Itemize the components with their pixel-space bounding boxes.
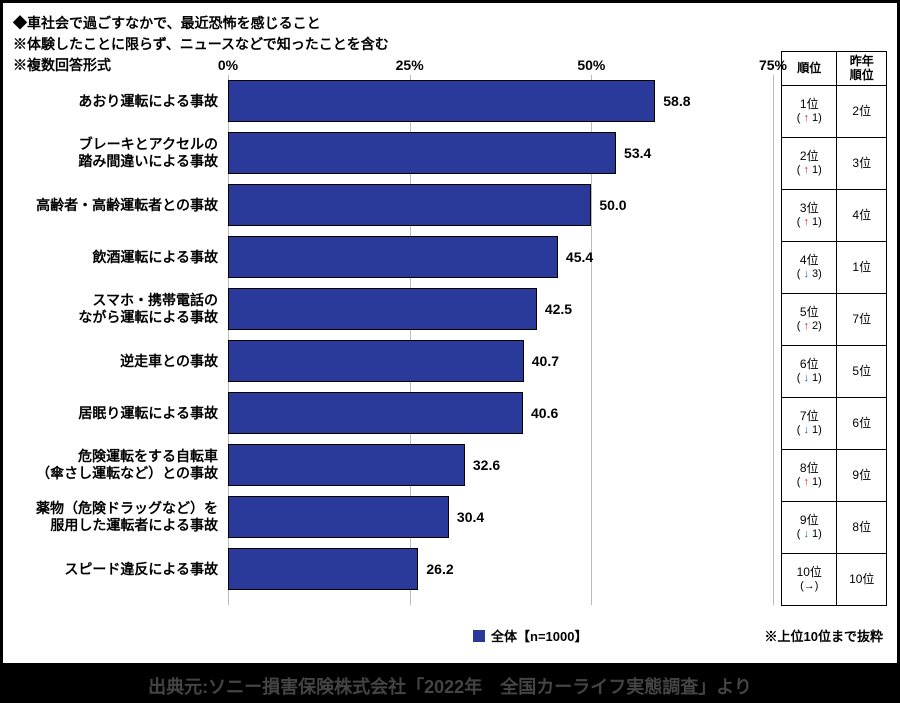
rank-prev-cell: 8位 [837,501,887,553]
bar [228,132,616,174]
bar [228,288,537,330]
rank-row: 6位( ↓ 1)5位 [782,345,887,397]
bar-value-label: 30.4 [457,509,484,525]
bar [228,392,523,434]
category-label: あおり運転による事故 [3,93,223,110]
rank-header-current: 順位 [782,52,837,86]
bar-value-label: 40.6 [531,405,558,421]
rank-prev-cell: 6位 [837,397,887,449]
chart-frame: ◆車社会で過ごすなかで、最近恐怖を感じること ※体験したことに限らず、ニュースな… [3,3,897,663]
category-label: 高齢者・高齢運転者との事故 [3,197,223,214]
bar [228,80,655,122]
legend-swatch [473,630,485,642]
x-tick-label: 0% [218,57,238,73]
rank-row: 10位(→)10位 [782,553,887,605]
category-label: 薬物（危険ドラッグなど）を服用した運転者による事故 [3,500,223,534]
rank-prev-cell: 4位 [837,189,887,241]
footnote: ※上位10位まで抜粋 [765,626,883,645]
rank-row: 1位( ↑ 1)2位 [782,85,887,137]
rank-current-cell: 8位( ↑ 1) [782,449,837,501]
category-label: 危険運転をする自転車（傘さし運転など）との事故 [3,448,223,482]
rank-prev-cell: 5位 [837,345,887,397]
rank-prev-cell: 2位 [837,85,887,137]
rank-row: 5位( ↑ 2)7位 [782,293,887,345]
bar [228,496,449,538]
bar [228,236,558,278]
rank-current-cell: 3位( ↑ 1) [782,189,837,241]
category-label: ブレーキとアクセルの踏み間違いによる事故 [3,136,223,170]
rank-table: 順位 昨年順位 1位( ↑ 1)2位2位( ↑ 1)3位3位( ↑ 1)4位4位… [781,51,887,606]
rank-current-cell: 4位( ↓ 3) [782,241,837,293]
bar-value-label: 40.7 [532,353,559,369]
rank-row: 7位( ↓ 1)6位 [782,397,887,449]
bar [228,340,524,382]
rank-prev-cell: 10位 [837,553,887,605]
bar-value-label: 32.6 [473,457,500,473]
chart-title-block: ◆車社会で過ごすなかで、最近恐怖を感じること ※体験したことに限らず、ニュースな… [13,13,389,76]
title-line-3: ※複数回答形式 [13,55,389,76]
rank-current-cell: 2位( ↑ 1) [782,137,837,189]
rank-prev-cell: 3位 [837,137,887,189]
grid-line [773,75,774,605]
category-label: 飲酒運転による事故 [3,249,223,266]
rank-prev-cell: 9位 [837,449,887,501]
category-label: スマホ・携帯電話のながら運転による事故 [3,292,223,326]
legend: 全体【n=1000】 [473,626,587,645]
title-line-2: ※体験したことに限らず、ニュースなどで知ったことを含む [13,34,389,55]
rank-current-cell: 10位(→) [782,553,837,605]
source-line: 出典元:ソニー損害保険株式会社「2022年 全国カーライフ実態調査」より [0,673,900,699]
rank-current-cell: 7位( ↓ 1) [782,397,837,449]
category-label: 居眠り運転による事故 [3,405,223,422]
bar-value-label: 58.8 [663,93,690,109]
category-label: スピード違反による事故 [3,561,223,578]
chart-area: 0%25%50%75%58.853.450.045.442.540.740.63… [228,75,773,610]
bar [228,548,418,590]
rank-prev-cell: 1位 [837,241,887,293]
rank-row: 8位( ↑ 1)9位 [782,449,887,501]
rank-row: 3位( ↑ 1)4位 [782,189,887,241]
rank-row: 4位( ↓ 3)1位 [782,241,887,293]
rank-prev-cell: 7位 [837,293,887,345]
bar [228,444,465,486]
bar-value-label: 45.4 [566,249,593,265]
bar-value-label: 42.5 [545,301,572,317]
rank-current-cell: 5位( ↑ 2) [782,293,837,345]
bar [228,184,591,226]
x-tick-label: 50% [577,57,605,73]
title-line-1: ◆車社会で過ごすなかで、最近恐怖を感じること [13,13,389,34]
bar-value-label: 53.4 [624,145,651,161]
rank-current-cell: 1位( ↑ 1) [782,85,837,137]
rank-row: 2位( ↑ 1)3位 [782,137,887,189]
rank-header-prev: 昨年順位 [837,52,887,86]
rank-current-cell: 9位( ↓ 1) [782,501,837,553]
rank-row: 9位( ↓ 1)8位 [782,501,887,553]
rank-current-cell: 6位( ↓ 1) [782,345,837,397]
bar-value-label: 26.2 [426,561,453,577]
x-tick-label: 25% [396,57,424,73]
bar-value-label: 50.0 [599,197,626,213]
category-label: 逆走車との事故 [3,353,223,370]
legend-label: 全体【n=1000】 [491,626,587,645]
